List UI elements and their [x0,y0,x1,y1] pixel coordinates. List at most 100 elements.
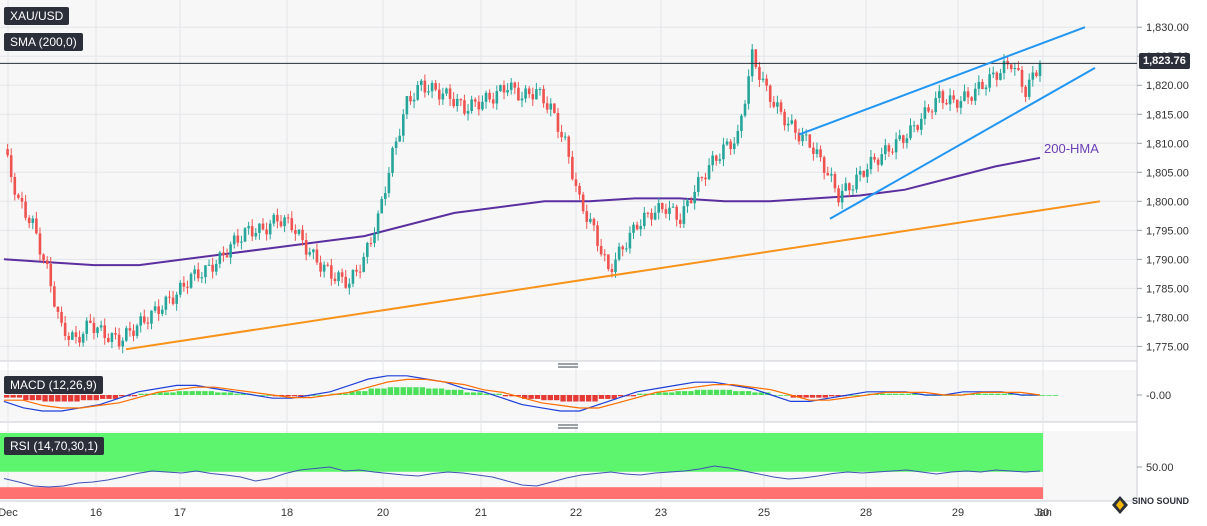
candle-body [567,136,571,157]
candle-body [35,218,38,234]
x-tick-label: 18 [281,507,293,519]
macd-histogram-bar [138,393,144,395]
candle-body [153,306,157,311]
candle-body [89,320,92,323]
candle-body [1020,69,1024,87]
macd-histogram-bar [259,395,266,396]
candle-body [682,206,686,224]
macd-histogram-bar [617,395,624,397]
candle-body [481,101,484,110]
candle-body [189,273,193,288]
candle-body [981,81,984,90]
candle-body [509,82,513,91]
macd-histogram-bar [988,393,995,395]
candle-body [236,235,240,243]
candle-body [671,206,675,208]
candle-body [524,88,527,99]
macd-badge[interactable]: MACD (12,26,9) [4,376,103,394]
candle-body [186,286,189,288]
macd-tick-label: -0.00 [1146,390,1171,402]
candle-body [750,49,754,77]
macd-histogram-bar [995,393,1001,395]
candle-body [168,296,171,298]
y-tick-label: 1,815.00 [1146,109,1189,121]
macd-histogram-bar [656,392,662,395]
candle-body [60,311,63,323]
candle-body [132,330,135,336]
candle-body [596,225,599,246]
candle-body [63,322,67,336]
pane-splitter-handle[interactable] [558,424,578,426]
x-tick-label: 22 [570,507,582,519]
candle-body [678,219,682,224]
candle-body [78,336,81,343]
candle-body [304,240,308,255]
candle-body [815,149,819,154]
candle-body [934,98,937,113]
rsi-badge[interactable]: RSI (14,70,30,1) [4,437,105,455]
candle-body [1017,68,1020,70]
sma-badge[interactable]: SMA (200,0) [4,33,83,51]
macd-histogram-bar [119,395,125,397]
candle-body [912,125,916,127]
candle-body [776,102,779,107]
candle-body [315,249,319,263]
svg-text:SINO SOUND: SINO SOUND [1132,496,1190,506]
candle-body [517,87,520,101]
rsi-line [3,465,1041,488]
macd-histogram-bar [477,392,483,395]
x-tick-label: 16 [90,507,102,519]
candle-body [819,149,822,158]
macd-histogram-bar [662,392,669,395]
candle-body [398,135,401,142]
candle-body [225,255,229,258]
macd-histogram-bar [170,392,176,395]
candle-body [520,98,524,101]
candle-body [1038,63,1042,77]
candle-body [17,194,20,198]
candle-body [53,286,56,307]
candle-body [434,83,437,90]
macd-histogram-bar [573,395,579,402]
macd-histogram-bar [74,395,80,402]
candle-body [506,90,509,93]
candle-body [164,296,168,310]
candle-body [736,130,740,144]
macd-histogram-bar [713,389,720,395]
candle-body [125,328,128,341]
candle-body [107,337,110,342]
candle-body [535,89,538,100]
candle-body [358,271,362,273]
macd-histogram-bar [394,387,400,395]
candle-body [866,169,869,177]
macd-histogram-bar [752,392,758,395]
symbol-badge[interactable]: XAU/USD [4,7,70,25]
candle-body [689,200,693,204]
candle-body [265,229,268,235]
candle-body [455,98,459,107]
candle-body [693,191,696,204]
candle-body [531,94,535,100]
candle-body [333,278,337,282]
macd-histogram-bar [349,391,355,395]
x-tick-label: 28 [860,507,872,519]
candle-body [610,268,614,273]
pane-splitter-handle[interactable] [558,363,578,365]
candle-body [96,327,99,334]
macd-histogram-bar [585,395,592,402]
macd-histogram-bar [355,391,362,395]
candle-body [362,256,366,272]
candle-body [833,174,837,189]
trendline-support [125,200,1101,351]
candle-body [585,211,589,222]
candle-body [466,111,470,114]
candle-body [714,155,718,161]
macd-histogram-bar [515,395,521,397]
candle-body [646,212,650,214]
candle-body [484,92,488,102]
candle-body [214,263,218,272]
candle-body [916,125,919,130]
macd-histogram-bar [976,393,982,395]
macd-histogram-bar [854,395,860,396]
candle-body [369,243,373,245]
